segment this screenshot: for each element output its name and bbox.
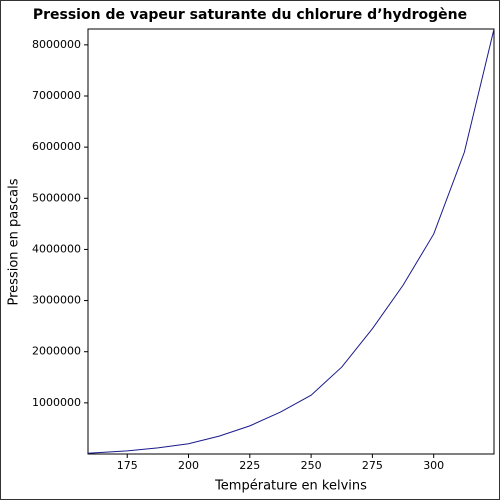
y-tick-label: 4000000 [32,242,81,255]
y-tick-label: 3000000 [32,294,81,307]
y-tick-label: 2000000 [32,345,81,358]
data-line [87,28,495,454]
x-tick-label: 275 [362,459,383,472]
y-tick-label: 7000000 [32,89,81,102]
x-tick-label: 175 [117,459,138,472]
y-tick-label: 6000000 [32,140,81,153]
y-axis-label: Pression en pascals [7,178,22,305]
x-tick-label: 300 [423,459,444,472]
x-axis-label: Température en kelvins [214,479,367,494]
chart-title: Pression de vapeur saturante du chlorure… [33,7,467,23]
y-tick-label: 8000000 [32,38,81,51]
x-tick-label: 250 [301,459,322,472]
x-tick-label: 225 [239,459,260,472]
y-tick-label: 5000000 [32,191,81,204]
y-tick-label: 1000000 [32,396,81,409]
x-tick-label: 200 [178,459,199,472]
plot-frame [87,28,495,455]
